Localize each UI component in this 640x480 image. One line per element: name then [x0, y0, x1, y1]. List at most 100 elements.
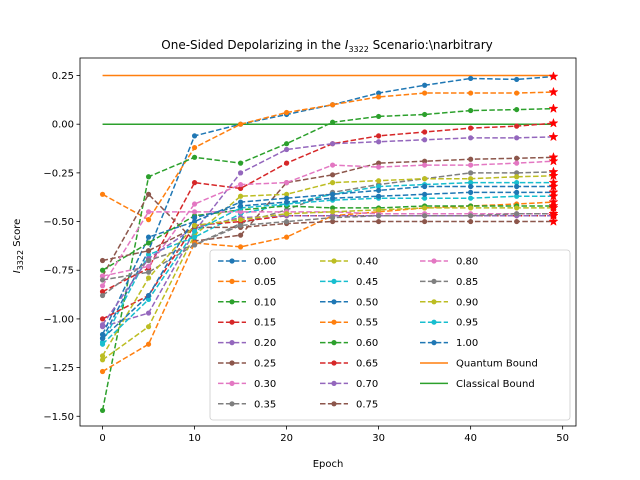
data-point [514, 174, 520, 180]
legend-item-0.90: 0.90 [420, 297, 478, 308]
y-tick-label: −1.00 [43, 314, 74, 325]
data-point [191, 154, 198, 160]
data-point [330, 195, 336, 201]
data-point [514, 189, 520, 195]
series-0.85 [99, 208, 559, 299]
data-point [145, 275, 152, 281]
series-line-0.75 [102, 220, 554, 262]
legend-item-0.35: 0.35 [218, 399, 276, 410]
data-point [330, 141, 336, 147]
data-point [99, 331, 106, 338]
data-point [283, 160, 290, 166]
data-point [191, 180, 198, 186]
data-point [145, 174, 152, 180]
data-point [145, 341, 152, 347]
data-point [468, 75, 474, 82]
data-point [422, 158, 428, 164]
x-tick-label: 20 [280, 433, 293, 444]
legend-item-0.25: 0.25 [218, 359, 276, 370]
final-star-point [548, 216, 559, 226]
x-axis-title: Epoch [313, 459, 344, 470]
legend-marker [331, 258, 337, 264]
data-point [237, 199, 244, 205]
legend-marker [229, 360, 235, 366]
legend-label: 0.15 [254, 318, 276, 329]
data-point [283, 146, 290, 153]
data-point [145, 263, 152, 269]
data-point [237, 217, 244, 223]
data-point [99, 289, 106, 295]
data-point [145, 257, 152, 264]
legend-marker [229, 278, 235, 284]
data-point [145, 269, 152, 275]
data-point [376, 94, 382, 100]
data-point [422, 82, 428, 88]
data-point [99, 292, 106, 299]
data-point [145, 240, 152, 246]
data-point [330, 162, 336, 168]
legend-item-0.00: 0.00 [218, 257, 276, 268]
data-point [99, 368, 106, 375]
legend-marker [331, 278, 337, 284]
legend-label: 0.10 [254, 297, 276, 308]
data-point [514, 90, 520, 96]
legend-label: Classical Bound [456, 379, 535, 390]
data-point [514, 135, 520, 141]
data-point [422, 205, 428, 211]
data-point [376, 133, 382, 139]
data-point [283, 191, 290, 197]
data-point [99, 341, 106, 347]
data-point [330, 205, 336, 211]
data-point [468, 170, 474, 176]
data-point [468, 135, 474, 141]
legend-label: 0.70 [356, 379, 378, 390]
series-line-0.95 [102, 195, 554, 345]
y-tick-label: −0.50 [43, 217, 74, 228]
legend-marker [431, 278, 437, 284]
data-point [422, 137, 428, 143]
data-point [468, 189, 474, 195]
legend-item-1.00: 1.00 [420, 338, 478, 349]
data-point [99, 267, 106, 273]
data-point [514, 211, 520, 217]
final-star-point [548, 103, 559, 113]
data-point [514, 205, 520, 211]
data-point [376, 193, 382, 199]
data-point [468, 162, 474, 168]
data-point [422, 111, 428, 118]
data-point [468, 183, 474, 190]
data-point [376, 187, 382, 194]
legend-label: 0.60 [356, 338, 378, 349]
data-point [283, 180, 290, 186]
final-star-point [548, 190, 559, 201]
legend-marker [229, 258, 235, 264]
series-0.40 [99, 170, 559, 363]
data-point [99, 316, 106, 322]
data-point [237, 203, 244, 209]
legend-marker [431, 299, 437, 305]
legend-marker [229, 401, 235, 407]
legend-label: 0.45 [356, 277, 378, 288]
data-point [191, 209, 198, 215]
final-star-point [548, 155, 559, 166]
data-point [283, 141, 290, 147]
data-point [283, 109, 290, 116]
data-point [237, 185, 244, 192]
y-axis-title: I3322 Score [12, 219, 25, 274]
data-point [237, 193, 244, 199]
data-point [99, 277, 106, 283]
y-axis-title-subscript: 3322 [16, 250, 25, 270]
legend-label: 0.00 [254, 257, 276, 268]
data-point [376, 139, 382, 145]
x-tick-label: 10 [188, 433, 201, 444]
data-point [191, 242, 198, 248]
legend-label: 0.95 [456, 318, 478, 329]
legend-item-0.85: 0.85 [420, 277, 478, 288]
y-tick-label: 0.25 [52, 71, 74, 82]
axes-frame [79, 57, 577, 427]
legend-label: 0.55 [356, 318, 378, 329]
legend-label: 0.80 [456, 257, 478, 268]
legend-label: Quantum Bound [456, 359, 538, 370]
data-point [145, 296, 152, 303]
chart-title-subscript: 3322 [348, 45, 368, 54]
